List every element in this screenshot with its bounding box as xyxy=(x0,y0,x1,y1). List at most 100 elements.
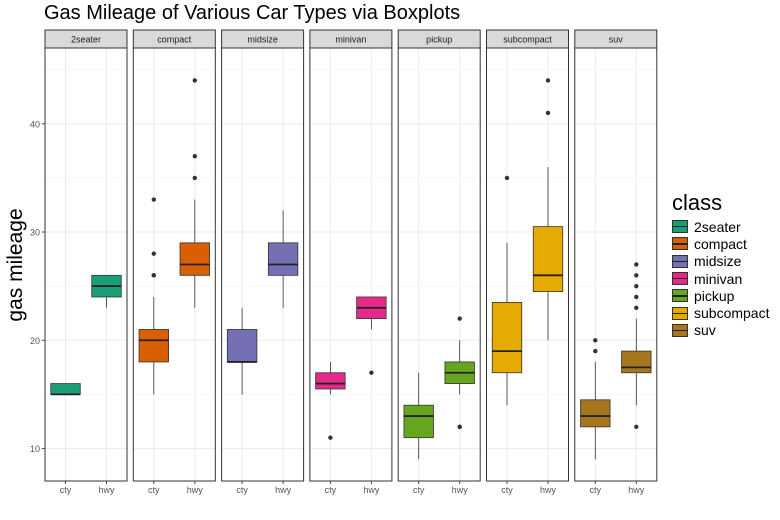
box-midsize-cty xyxy=(226,307,258,395)
legend-swatch xyxy=(672,272,688,286)
legend: class 2seater compact midsize minivan pickup… xyxy=(672,190,769,339)
outlier-point xyxy=(634,424,639,430)
box-body xyxy=(138,329,169,363)
outlier-point xyxy=(634,283,639,289)
outlier-point xyxy=(369,370,374,375)
panel-border xyxy=(44,47,128,482)
box-body xyxy=(532,226,564,292)
box-midsize-hwy xyxy=(267,210,299,308)
legend-item-compact: compact xyxy=(672,235,769,252)
panel-border xyxy=(132,47,216,482)
box-subcompact-hwy xyxy=(532,78,564,341)
legend-item-midsize: midsize xyxy=(672,253,769,270)
facet-panel-suv: suv cty hwy xyxy=(574,29,658,495)
facet-strip-label: suv xyxy=(609,35,624,45)
x-tick-label: hwy xyxy=(275,485,292,495)
y-tick-label: 30 xyxy=(30,228,40,238)
outlier-point xyxy=(457,316,462,321)
outlier-point xyxy=(457,424,462,430)
box-subcompact-cty xyxy=(491,175,523,406)
outlier-point xyxy=(593,348,598,354)
panel-border xyxy=(574,47,658,482)
x-tick-label: hwy xyxy=(540,485,557,495)
panel-border xyxy=(397,47,481,482)
legend-label: suv xyxy=(694,322,716,339)
facet-strip-label: pickup xyxy=(426,35,452,45)
legend-label: midsize xyxy=(694,253,742,270)
box-minivan-cty xyxy=(315,361,346,440)
outlier-point xyxy=(151,251,156,256)
x-tick-label: cty xyxy=(413,485,425,495)
x-tick-label: hwy xyxy=(363,485,380,495)
box-body xyxy=(621,350,652,374)
x-tick-label: cty xyxy=(590,485,602,495)
box-body xyxy=(580,399,611,428)
x-tick-label: cty xyxy=(501,485,513,495)
facet-panel-midsize: midsize cty hwy xyxy=(221,29,305,495)
outlier-point xyxy=(593,338,598,343)
y-tick-label: 20 xyxy=(30,336,40,346)
facet-panel-minivan: minivan cty hwy xyxy=(309,29,393,495)
legend-label: 2seater xyxy=(694,218,741,235)
x-tick-label: cty xyxy=(236,485,248,495)
facet-strip-label: subcompact xyxy=(503,35,552,45)
y-tick-label: 10 xyxy=(30,444,40,454)
facet-strip-label: minivan xyxy=(335,35,366,45)
facet-strip-label: compact xyxy=(157,35,192,45)
box-suv-cty xyxy=(580,338,611,460)
legend-swatch xyxy=(672,254,688,268)
facet-panel-subcompact: subcompact cty hwy xyxy=(486,29,569,495)
x-tick-label: hwy xyxy=(452,485,469,495)
x-tick-label: cty xyxy=(325,485,337,495)
outlier-point xyxy=(634,294,639,300)
box-body xyxy=(179,242,210,276)
box-pickup-cty xyxy=(403,372,434,460)
facet-strip-label: 2seater xyxy=(71,35,101,45)
facet-panel-2seater: 2seater cty hwy xyxy=(44,29,128,495)
legend-item-pickup: pickup xyxy=(672,287,769,304)
legend-swatch xyxy=(672,289,688,303)
outlier-point xyxy=(504,175,510,181)
box-suv-hwy xyxy=(621,262,652,430)
outlier-point xyxy=(151,273,156,278)
chart-title: Gas Mileage of Various Car Types via Box… xyxy=(44,2,461,24)
x-tick-label: cty xyxy=(148,485,160,495)
box-2seater-hwy xyxy=(91,274,122,308)
legend-item-suv: suv xyxy=(672,322,769,339)
legend-item-subcompact: subcompact xyxy=(672,304,769,321)
x-tick-label: cty xyxy=(60,485,72,495)
box-body xyxy=(267,242,299,276)
legend-items: 2seater compact midsize minivan pickup subcom… xyxy=(672,218,769,339)
legend-label: compact xyxy=(694,235,747,252)
legend-item-minivan: minivan xyxy=(672,270,769,287)
legend-swatch xyxy=(672,306,688,320)
x-tick-label: hwy xyxy=(187,485,204,495)
box-pickup-hwy xyxy=(444,316,475,430)
legend-swatch xyxy=(672,220,688,234)
outlier-point xyxy=(634,273,639,278)
box-body xyxy=(50,383,81,395)
box-2seater-cty xyxy=(50,383,81,396)
outlier-point xyxy=(634,305,639,310)
panel-border xyxy=(221,47,305,482)
panel-border xyxy=(486,47,569,482)
facet-panel-compact: compact cty hwy xyxy=(132,29,216,495)
outlier-point xyxy=(151,197,156,202)
panel-background xyxy=(45,48,127,481)
legend-swatch xyxy=(672,237,688,251)
outlier-point xyxy=(192,175,197,181)
facet-panel-pickup: pickup cty hwy xyxy=(397,29,481,495)
legend-label: minivan xyxy=(694,270,743,287)
outlier-point xyxy=(192,154,197,159)
y-axis-label: gas mileage xyxy=(4,208,27,321)
outlier-point xyxy=(328,435,333,440)
outlier-point xyxy=(192,78,197,83)
x-tick-label: hwy xyxy=(98,485,115,495)
x-tick-label: hwy xyxy=(628,485,645,495)
box-body xyxy=(226,329,258,363)
facet-strip-label: midsize xyxy=(247,35,278,45)
outlier-point xyxy=(634,262,639,267)
legend-label: subcompact xyxy=(694,305,770,322)
box-minivan-hwy xyxy=(356,296,387,375)
